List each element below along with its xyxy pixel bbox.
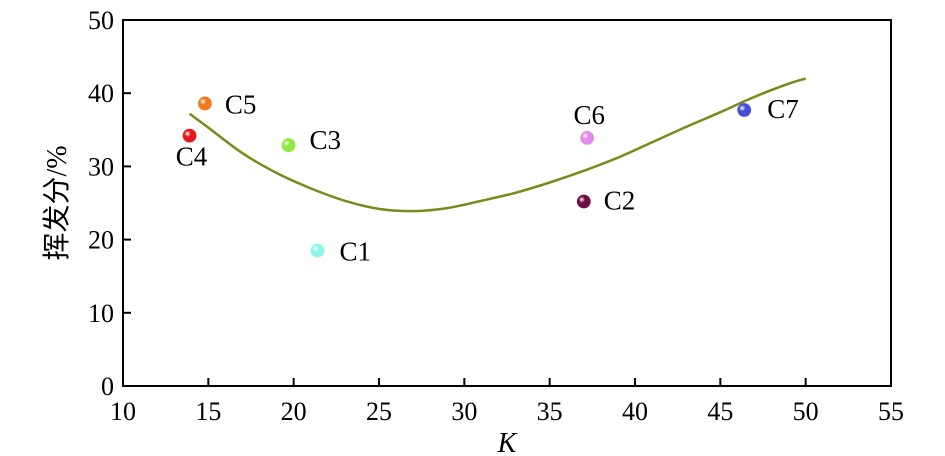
point-label-c5: C5 xyxy=(225,89,257,119)
data-point-c5 xyxy=(198,96,212,111)
data-points xyxy=(182,96,752,258)
data-point-c6 xyxy=(580,130,595,145)
x-tick-label: 10 xyxy=(110,397,136,426)
y-tick-label: 0 xyxy=(101,372,114,401)
data-point-c3 xyxy=(281,138,296,153)
data-point-c1 xyxy=(310,243,325,258)
x-tick-label: 50 xyxy=(793,397,819,426)
y-tick-label: 30 xyxy=(88,152,114,181)
data-point-c2 xyxy=(576,194,591,209)
x-tick-label: 15 xyxy=(195,397,221,426)
y-tick-label: 40 xyxy=(88,79,114,108)
point-label-c6: C6 xyxy=(573,100,605,130)
x-tick-label: 35 xyxy=(537,397,563,426)
x-axis-label: K xyxy=(497,428,518,456)
data-point-c7 xyxy=(737,103,752,117)
x-tick-label: 45 xyxy=(707,397,733,426)
y-tick-label: 50 xyxy=(88,6,114,35)
x-tick-label: 30 xyxy=(451,397,477,426)
data-point-c4 xyxy=(182,128,197,143)
axis-ticks xyxy=(123,92,807,386)
y-tick-label: 10 xyxy=(88,299,114,328)
x-tick-label: 55 xyxy=(878,397,904,426)
point-label-c4: C4 xyxy=(176,142,208,172)
point-label-c7: C7 xyxy=(767,94,799,124)
y-axis-label: 挥发分/% xyxy=(41,145,73,260)
y-tick-label: 20 xyxy=(88,226,114,255)
trend-line xyxy=(188,77,807,213)
point-label-c3: C3 xyxy=(310,125,342,155)
x-tick-label: 20 xyxy=(281,397,307,426)
point-label-c1: C1 xyxy=(340,237,372,267)
x-tick-label: 25 xyxy=(366,397,392,426)
x-tick-label: 40 xyxy=(622,397,648,426)
point-labels: C1 C2 C3 C4 C5 C6 C7 xyxy=(176,89,799,266)
plot-area-frame xyxy=(122,19,892,387)
point-label-c2: C2 xyxy=(604,186,636,216)
